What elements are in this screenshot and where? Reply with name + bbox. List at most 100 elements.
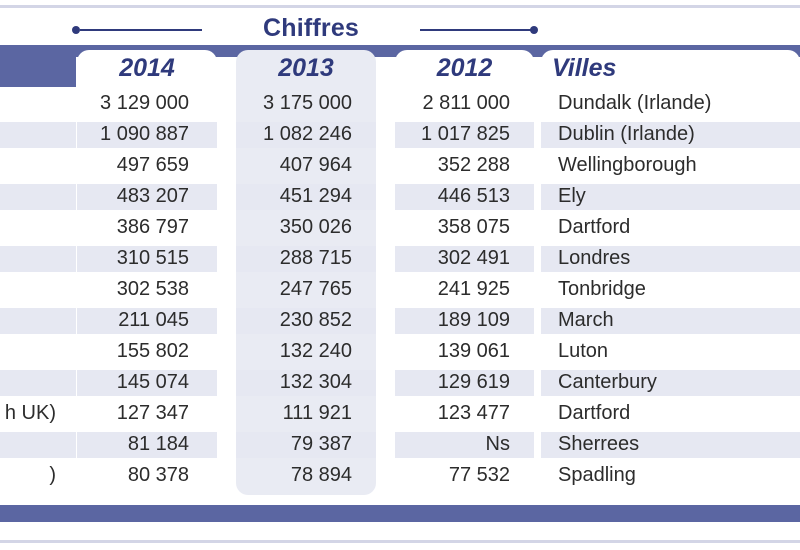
row-stripe — [236, 246, 376, 272]
column-header-villes: Villes — [552, 54, 617, 82]
row-label — [0, 150, 56, 181]
column-header-2013: 2013 — [278, 54, 334, 82]
cell-city: Sherrees — [558, 433, 640, 455]
title-bracket: Chiffres d’affaires* — [72, 14, 542, 71]
row-label — [0, 243, 56, 274]
row-stripe — [0, 246, 76, 272]
row-label — [0, 429, 56, 460]
cell-2014: 497 659 — [116, 154, 189, 176]
row-stripe — [395, 246, 534, 272]
row-stripe — [395, 432, 534, 458]
row-stripe — [0, 122, 76, 148]
cell-2012: 352 288 — [437, 154, 510, 176]
cell-2012: 2 811 000 — [422, 92, 511, 114]
cell-2013: 247 765 — [279, 278, 352, 300]
column-header-2012: 2012 — [436, 54, 493, 82]
cell-city: Spadling — [558, 464, 636, 486]
cell-2012: 139 061 — [437, 340, 510, 362]
row-stripe — [236, 432, 376, 458]
row-label — [0, 212, 56, 243]
bottom-band — [0, 505, 800, 522]
row-stripe — [77, 122, 217, 148]
cell-2012: 446 513 — [437, 185, 510, 207]
cell-city: Luton — [558, 340, 609, 362]
cell-2013: 451 294 — [279, 185, 352, 207]
row-stripe — [541, 308, 800, 334]
title-dot-left — [72, 26, 80, 34]
cell-2013: 288 715 — [279, 247, 352, 269]
row-label: h UK) — [4, 402, 56, 424]
row-label — [0, 88, 56, 119]
cell-2013: 111 921 — [282, 402, 352, 424]
row-stripe — [236, 122, 376, 148]
row-label — [0, 181, 56, 212]
cell-2014: 310 515 — [116, 247, 189, 269]
cell-2012: 1 017 825 — [421, 123, 510, 145]
column-header-2014: 2014 — [119, 54, 175, 82]
row-stripe — [0, 370, 76, 396]
cell-2014: 3 129 000 — [100, 92, 189, 114]
cell-2014: 127 347 — [116, 402, 189, 424]
row-label — [0, 274, 56, 305]
cell-city: Dartford — [558, 216, 631, 238]
row-label — [0, 336, 56, 367]
title-line-left — [80, 29, 202, 31]
row-label — [0, 305, 56, 336]
cell-2013: 407 964 — [279, 154, 352, 176]
row-stripe — [395, 308, 534, 334]
cell-city: Londres — [558, 247, 631, 269]
cell-2012: 129 619 — [437, 371, 510, 393]
row-stripe — [77, 432, 217, 458]
row-stripe — [236, 308, 376, 334]
cell-2012: 123 477 — [437, 402, 510, 424]
cell-2013: 78 894 — [290, 464, 352, 486]
cell-2012: 189 109 — [437, 309, 510, 331]
cell-2014: 80 378 — [127, 464, 189, 486]
cell-city: Dartford — [558, 402, 631, 424]
row-stripe — [236, 370, 376, 396]
bottom-rule — [0, 540, 800, 543]
cell-2013: 1 082 246 — [263, 123, 352, 145]
row-label — [0, 367, 56, 398]
row-stripe — [541, 246, 800, 272]
row-stripe — [395, 370, 534, 396]
title-dot-right — [530, 26, 538, 34]
cell-2014: 81 184 — [127, 433, 189, 455]
cell-2012: 241 925 — [437, 278, 510, 300]
row-stripe — [77, 308, 217, 334]
row-stripe — [541, 184, 800, 210]
row-stripe — [395, 122, 534, 148]
cell-2014: 302 538 — [116, 278, 189, 300]
row-stripe — [541, 370, 800, 396]
cell-2014: 211 045 — [118, 309, 189, 331]
cell-2013: 230 852 — [279, 309, 352, 331]
cell-city: Dublin (Irlande) — [558, 123, 695, 145]
label-column-header — [0, 45, 76, 87]
row-stripe — [0, 308, 76, 334]
row-label — [0, 119, 56, 150]
cell-2013: 350 026 — [279, 216, 352, 238]
cell-2012: 77 532 — [448, 464, 510, 486]
cell-2014: 155 802 — [116, 340, 189, 362]
cell-2012: 358 075 — [437, 216, 510, 238]
row-stripe — [77, 184, 217, 210]
row-label: ) — [49, 464, 56, 486]
cell-2013: 79 387 — [290, 433, 352, 455]
cell-2014: 386 797 — [116, 216, 189, 238]
cell-2014: 1 090 887 — [100, 123, 189, 145]
row-stripe — [236, 184, 376, 210]
row-stripe — [395, 184, 534, 210]
cell-city: March — [558, 309, 614, 331]
cell-2012: Ns — [485, 433, 510, 455]
cell-2014: 483 207 — [116, 185, 189, 207]
cell-2013: 3 175 000 — [263, 92, 352, 114]
row-stripe — [0, 184, 76, 210]
row-stripe — [541, 432, 800, 458]
title-line-right — [420, 29, 532, 31]
cell-city: Ely — [558, 185, 586, 207]
cell-2013: 132 240 — [279, 340, 352, 362]
cell-city: Canterbury — [558, 371, 657, 393]
cell-city: Dundalk (Irlande) — [558, 92, 712, 114]
row-stripe — [77, 370, 217, 396]
cell-2014: 145 074 — [116, 371, 189, 393]
